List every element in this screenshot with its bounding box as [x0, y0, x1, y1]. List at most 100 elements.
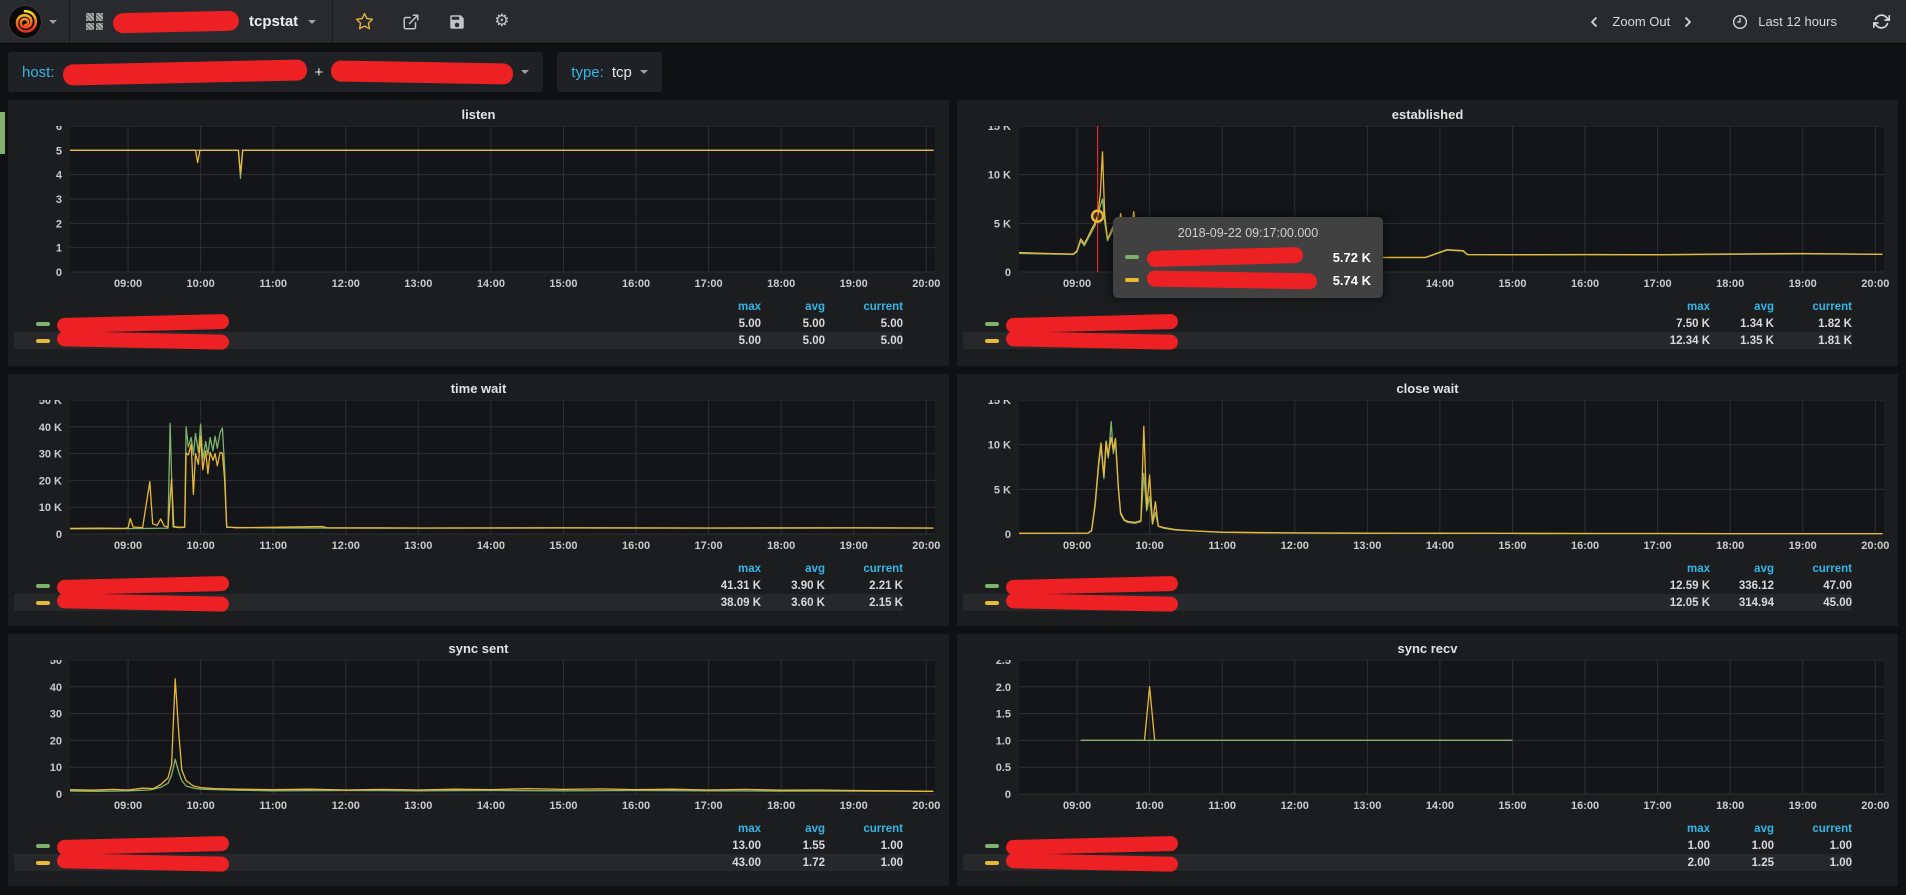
chart-svg-time-wait[interactable]: 0 10 K 20 K 30 K 40 K 50 K 09:00 10:00 11:00 12:0… [14, 400, 943, 554]
legend-col-max[interactable]: max [737, 562, 761, 575]
green-series-swatch-icon [36, 583, 50, 588]
svg-text:15:00: 15:00 [1498, 540, 1526, 552]
chart-area[interactable]: 0 1 2 3 4 5 6 09:00 10:00 11:00 12:00 13:00 14:00 15:… [14, 126, 943, 292]
legend-series-toggle[interactable] [963, 853, 1636, 872]
chart-svg-listen[interactable]: 0 1 2 3 4 5 6 09:00 10:00 11:00 12:00 13:00 14:00 15:… [14, 126, 943, 292]
svg-text:15:00: 15:00 [549, 800, 577, 812]
legend-col-avg[interactable]: avg [1754, 300, 1774, 313]
legend-series-toggle[interactable] [14, 313, 687, 334]
type-variable[interactable]: type: tcp [557, 52, 662, 92]
zoom-out-button[interactable]: Zoom Out [1612, 14, 1671, 29]
svg-text:0: 0 [1005, 267, 1011, 279]
type-variable-value: tcp [611, 63, 632, 81]
dashboard-title: tcpstat [249, 13, 299, 30]
legend-row: 38.09 K 3.60 K 2.15 K [14, 593, 903, 612]
tooltip-timestamp: 2018-09-22 09:17:00.000 [1177, 226, 1319, 240]
legend-header: max avg current [14, 298, 903, 315]
svg-text:13:00: 13:00 [1353, 800, 1381, 812]
legend-col-current[interactable]: current [1812, 562, 1852, 575]
panel-title[interactable]: sync sent [448, 641, 509, 656]
legend-series-toggle[interactable] [14, 575, 687, 596]
legend-series-toggle[interactable] [963, 593, 1636, 612]
panel-title[interactable]: time wait [450, 381, 507, 396]
row-collapse-indicator[interactable] [0, 112, 5, 154]
legend-col-max[interactable]: max [737, 822, 761, 835]
legend-col-max[interactable]: max [1686, 822, 1710, 835]
legend-series-toggle[interactable] [963, 575, 1636, 596]
chart-svg-established[interactable]: 05 K10 K15 K09:0010:0011:0012:0013:0014:… [963, 126, 1892, 292]
yellow-series-swatch-icon [985, 600, 999, 605]
panel-title[interactable]: listen [461, 107, 496, 122]
svg-text:10 K: 10 K [39, 502, 62, 514]
legend-series-toggle[interactable] [963, 835, 1636, 856]
time-shift-left-button[interactable] [1586, 14, 1602, 30]
legend-col-avg[interactable]: avg [1754, 822, 1774, 835]
svg-text:18:00: 18:00 [767, 278, 795, 290]
legend-col-max[interactable]: max [737, 300, 761, 313]
grafana-menu[interactable] [0, 0, 69, 43]
legend-series-toggle[interactable] [14, 835, 687, 856]
settings-gear-button[interactable]: ⚙ [494, 11, 510, 31]
legend-series-toggle[interactable] [14, 593, 687, 612]
green-series-swatch-icon [36, 843, 50, 848]
legend-value-current: 1.00 [1829, 839, 1852, 852]
star-button[interactable] [355, 12, 374, 31]
legend-value-max: 12.34 K [1669, 334, 1710, 347]
legend-value-max: 5.00 [738, 317, 761, 330]
legend-col-avg[interactable]: avg [805, 822, 825, 835]
panel-listen: listen 0 1 2 3 4 5 6 09:00 10:00 11:00 12:00 13:00 1… [8, 100, 949, 366]
svg-text:0.5: 0.5 [996, 762, 1011, 774]
legend: max avg current 1.00 1.00 1.00 2.00 1.25 1.00 [963, 820, 1892, 872]
legend-col-max[interactable]: max [1686, 562, 1710, 575]
refresh-button[interactable] [1873, 13, 1890, 30]
redaction-series-name [1146, 246, 1304, 268]
share-button[interactable] [402, 13, 420, 31]
host-variable[interactable]: host: + [8, 52, 544, 92]
legend-col-avg[interactable]: avg [1754, 562, 1774, 575]
svg-text:13:00: 13:00 [404, 800, 432, 812]
legend-col-avg[interactable]: avg [805, 562, 825, 575]
dashboard-title-picker[interactable]: tcpstat [69, 0, 334, 43]
legend-col-current[interactable]: current [863, 822, 903, 835]
chart-svg-close-wait[interactable]: 0 5 K 10 K 15 K 09:00 10:00 11:00 12:00 13:00 14:… [963, 400, 1892, 554]
panel-title[interactable]: close wait [1396, 381, 1459, 396]
save-button[interactable] [448, 13, 466, 31]
svg-text:12:00: 12:00 [332, 800, 360, 812]
legend-row: 41.31 K 3.90 K 2.21 K [14, 575, 903, 596]
redaction-series-name [1005, 331, 1179, 350]
legend-series-toggle[interactable] [14, 331, 687, 350]
legend-col-current[interactable]: current [863, 300, 903, 313]
svg-text:11:00: 11:00 [1208, 800, 1236, 812]
panel-title[interactable]: sync recv [1397, 641, 1458, 656]
chevron-down-icon [308, 19, 317, 24]
legend-series-toggle[interactable] [14, 853, 687, 872]
svg-text:09:00: 09:00 [1063, 800, 1091, 812]
legend-row: 12.05 K 314.94 45.00 [963, 593, 1852, 612]
legend-col-current[interactable]: current [1812, 822, 1852, 835]
legend-row: 43.00 1.72 1.00 [14, 853, 903, 872]
chart-svg-sync-recv[interactable]: 0 0.5 1.0 1.5 2.0 2.5 09:00 10:00 11:00 12:00 13:0… [963, 660, 1892, 814]
chart-svg-sync-sent[interactable]: 0 10 20 30 40 50 09:00 10:00 11:00 12:00 13:00 14:0… [14, 660, 943, 814]
chart-area[interactable]: 05 K10 K15 K09:0010:0011:0012:0013:0014:… [963, 126, 1892, 298]
legend-series-toggle[interactable] [963, 313, 1636, 334]
chart-area[interactable]: 0 0.5 1.0 1.5 2.0 2.5 09:00 10:00 11:00 12:00 13:0… [963, 660, 1892, 814]
template-variables-row: host: + type: tcp [0, 44, 1906, 100]
time-range-picker[interactable]: Last 12 hours [1758, 14, 1837, 29]
panel-title[interactable]: established [1391, 107, 1464, 122]
svg-text:20:00: 20:00 [912, 278, 940, 290]
legend-value-current: 1.00 [880, 856, 903, 869]
legend-col-current[interactable]: current [1812, 300, 1852, 313]
legend-value-avg: 5.00 [802, 317, 825, 330]
svg-text:19:00: 19:00 [840, 800, 868, 812]
green-series-swatch-icon [985, 583, 999, 588]
legend-series-toggle[interactable] [963, 331, 1636, 350]
legend-col-avg[interactable]: avg [805, 300, 825, 313]
legend-col-max[interactable]: max [1686, 300, 1710, 313]
legend: max avg current 5.00 5.00 5.00 5.00 5.00 5.00 [14, 298, 943, 350]
legend-value-avg: 3.90 K [791, 579, 825, 592]
chart-area[interactable]: 0 10 K 20 K 30 K 40 K 50 K 09:00 10:00 11:00 12:0… [14, 400, 943, 554]
legend-col-current[interactable]: current [863, 562, 903, 575]
chart-area[interactable]: 0 10 20 30 40 50 09:00 10:00 11:00 12:00 13:00 14:0… [14, 660, 943, 814]
time-shift-right-button[interactable] [1680, 14, 1696, 30]
